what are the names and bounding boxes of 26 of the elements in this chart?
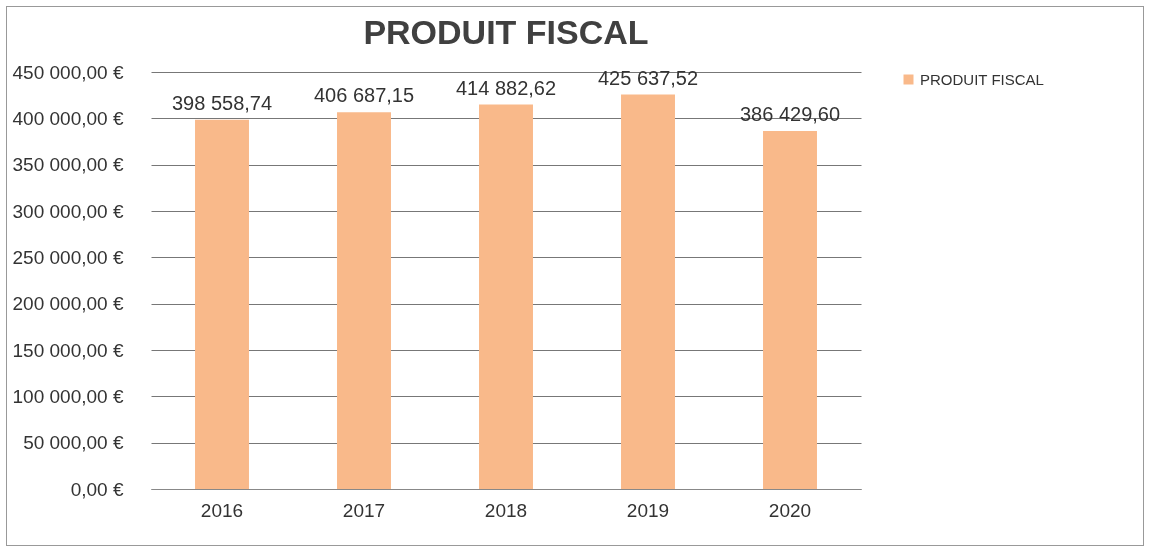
bar: [479, 104, 533, 489]
y-tick-label: 0,00 €: [70, 478, 124, 500]
y-tick-label: 200 000,00 €: [12, 293, 124, 315]
bar: [337, 112, 391, 489]
y-tick-label: 350 000,00 €: [12, 154, 124, 176]
data-label: 414 882,62: [455, 76, 557, 99]
y-tick-label: 300 000,00 €: [12, 200, 124, 222]
data-label: 425 637,52: [597, 66, 699, 89]
bar: [763, 130, 817, 489]
bar: [195, 119, 249, 489]
x-tick-label: 2016: [200, 499, 244, 521]
bar: [621, 94, 675, 489]
x-tick-label: 2017: [342, 499, 386, 521]
data-label: 398 558,74: [171, 91, 273, 114]
legend-label: PRODUIT FISCAL: [920, 70, 1044, 88]
x-tick-label: 2019: [626, 499, 670, 521]
y-tick-label: 50 000,00 €: [23, 432, 124, 454]
y-tick-label: 450 000,00 €: [12, 61, 124, 83]
y-tick-label: 100 000,00 €: [12, 385, 124, 407]
y-tick-label: 250 000,00 €: [12, 246, 124, 268]
data-label: 406 687,15: [313, 84, 415, 107]
x-tick-label: 2018: [484, 499, 528, 521]
x-tick-label: 2020: [768, 499, 812, 521]
chart-title: PRODUIT FISCAL: [363, 13, 649, 51]
y-tick-label: 400 000,00 €: [12, 107, 124, 129]
y-tick-label: 150 000,00 €: [12, 339, 124, 361]
